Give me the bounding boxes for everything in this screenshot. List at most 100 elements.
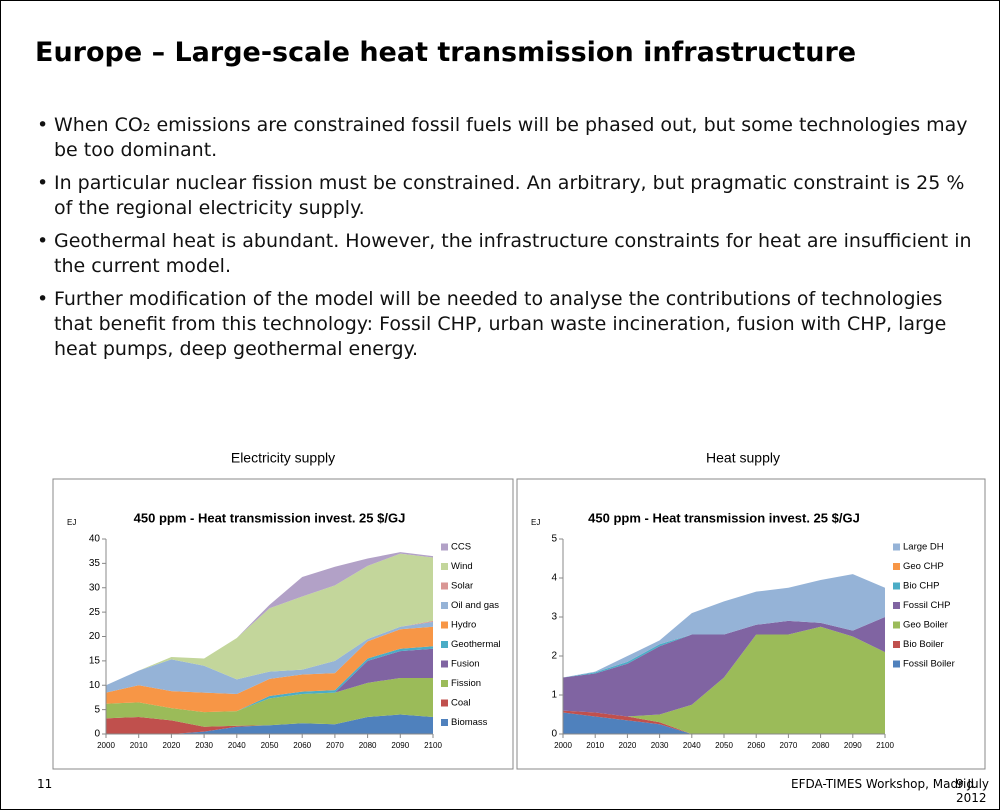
area bbox=[106, 677, 433, 727]
legend-label: Geo Boiler bbox=[903, 620, 948, 631]
legend-swatch bbox=[893, 582, 900, 590]
x-tick-label: 2050 bbox=[715, 741, 733, 750]
y-tick-label: 5 bbox=[94, 704, 100, 715]
y-tick-label: 30 bbox=[89, 582, 101, 593]
legend-label: Oil and gas bbox=[451, 600, 499, 611]
y-tick-label: 10 bbox=[89, 680, 101, 691]
y-tick-label: 4 bbox=[551, 573, 557, 584]
area bbox=[563, 710, 885, 734]
x-tick-label: 2080 bbox=[359, 741, 377, 750]
legend-label: Hydro bbox=[451, 620, 476, 631]
slide-title: Europe – Large-scale heat transmission i… bbox=[35, 37, 857, 68]
legend-label: Large DH bbox=[903, 542, 944, 553]
bullet: In particular nuclear fission must be co… bbox=[37, 171, 982, 221]
x-tick-label: 2020 bbox=[619, 741, 637, 750]
x-tick-label: 2100 bbox=[424, 741, 442, 750]
x-tick-label: 2090 bbox=[844, 741, 862, 750]
x-tick-label: 2100 bbox=[876, 741, 894, 750]
x-tick-label: 2060 bbox=[293, 741, 311, 750]
area bbox=[106, 648, 433, 713]
legend-swatch bbox=[441, 641, 448, 648]
x-tick-label: 2010 bbox=[586, 741, 604, 750]
legend-label: Geothermal bbox=[451, 639, 501, 650]
x-tick-label: 2040 bbox=[228, 741, 246, 750]
legend-swatch bbox=[893, 660, 900, 668]
x-tick-label: 2070 bbox=[326, 741, 344, 750]
x-tick-label: 2050 bbox=[261, 741, 279, 750]
legend-label: Bio CHP bbox=[903, 581, 939, 592]
legend-swatch bbox=[441, 582, 448, 590]
chart-title: 450 ppm - Heat transmission invest. 25 $… bbox=[134, 510, 406, 525]
legend-swatch bbox=[893, 602, 900, 609]
charts: Electricity supply 450 ppm - Heat transmi… bbox=[52, 450, 986, 770]
y-tick-label: 35 bbox=[89, 558, 101, 569]
area bbox=[106, 714, 433, 734]
x-tick-label: 2020 bbox=[163, 741, 181, 750]
x-tick-label: 2090 bbox=[391, 741, 409, 750]
y-tick-label: 2 bbox=[551, 651, 557, 662]
chart-title: 450 ppm - Heat transmission invest. 25 $… bbox=[588, 510, 860, 525]
y-tick-label: 0 bbox=[551, 729, 557, 740]
x-tick-label: 2000 bbox=[97, 741, 115, 750]
x-tick-label: 2070 bbox=[780, 741, 798, 750]
area bbox=[106, 621, 433, 695]
legend-label: CCS bbox=[451, 542, 471, 553]
bullet-list: When CO₂ emissions are constrained fossi… bbox=[37, 113, 982, 370]
legend-label: Fission bbox=[451, 678, 481, 689]
x-tick-label: 2000 bbox=[554, 741, 572, 750]
legend-swatch bbox=[893, 641, 900, 648]
legend-swatch bbox=[893, 563, 900, 570]
area bbox=[106, 553, 433, 686]
legend-label: Bio Boiler bbox=[903, 639, 944, 650]
legend-label: Coal bbox=[451, 698, 471, 709]
y-axis-label: EJ bbox=[531, 518, 540, 527]
legend-label: Fossil CHP bbox=[903, 600, 951, 611]
y-tick-label: 15 bbox=[89, 656, 101, 667]
area bbox=[563, 712, 885, 734]
y-tick-label: 20 bbox=[89, 631, 101, 642]
area bbox=[106, 714, 433, 734]
y-axis-label: EJ bbox=[67, 518, 76, 527]
area bbox=[563, 626, 885, 734]
x-tick-label: 2010 bbox=[130, 741, 148, 750]
bullet: Geothermal heat is abundant. However, th… bbox=[37, 229, 982, 279]
legend-swatch bbox=[441, 680, 448, 687]
legend-label: Solar bbox=[451, 581, 473, 592]
x-tick-label: 2060 bbox=[747, 741, 765, 750]
legend-label: Biomass bbox=[451, 717, 488, 728]
y-tick-label: 5 bbox=[551, 534, 557, 545]
legend-swatch bbox=[441, 621, 448, 629]
chart-caption: Heat supply bbox=[706, 450, 780, 466]
area bbox=[563, 617, 885, 717]
legend-swatch bbox=[441, 602, 448, 609]
footer-event: EFDA-TIMES Workshop, Madrid bbox=[791, 777, 974, 791]
legend-label: Fossil Boiler bbox=[903, 659, 955, 670]
legend-swatch bbox=[441, 543, 448, 551]
legend-swatch bbox=[441, 699, 448, 707]
page-number: 11 bbox=[37, 777, 53, 791]
y-tick-label: 3 bbox=[551, 612, 557, 623]
legend-swatch bbox=[441, 563, 448, 570]
legend-label: Fusion bbox=[451, 659, 480, 670]
legend-label: Geo CHP bbox=[903, 561, 944, 572]
legend-swatch bbox=[441, 660, 448, 668]
y-tick-label: 25 bbox=[89, 607, 101, 618]
area bbox=[563, 574, 885, 678]
x-tick-label: 2040 bbox=[683, 741, 701, 750]
area bbox=[106, 626, 433, 713]
bullet: When CO₂ emissions are constrained fossi… bbox=[37, 113, 982, 163]
legend-swatch bbox=[893, 543, 900, 551]
legend-swatch bbox=[441, 719, 448, 726]
y-tick-label: 40 bbox=[89, 534, 101, 545]
x-tick-label: 2080 bbox=[812, 741, 830, 750]
chart-caption: Electricity supply bbox=[231, 450, 335, 466]
legend-label: Wind bbox=[451, 561, 473, 572]
legend-swatch bbox=[893, 621, 900, 629]
y-tick-label: 1 bbox=[551, 690, 557, 701]
bullet: Further modification of the model will b… bbox=[37, 287, 982, 362]
x-tick-label: 2030 bbox=[651, 741, 669, 750]
y-tick-label: 0 bbox=[94, 729, 100, 740]
footer-date: 9 July 2012 bbox=[956, 777, 990, 805]
x-tick-label: 2030 bbox=[195, 741, 213, 750]
